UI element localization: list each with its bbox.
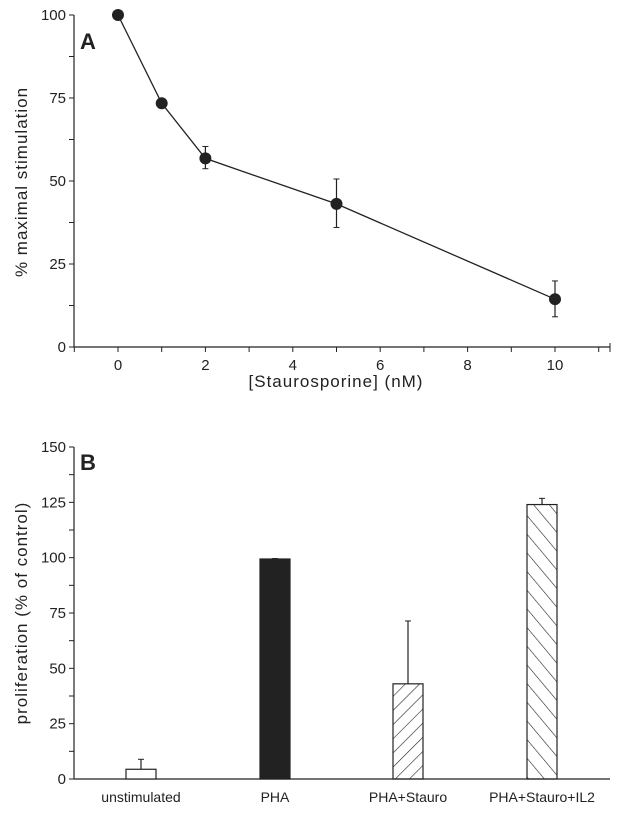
panel-a-x-tick-label: 10 bbox=[547, 357, 564, 374]
panel-b-category-label: PHA bbox=[261, 789, 290, 805]
panel-a-x-axis-title: [Staurosporine] (nM) bbox=[249, 372, 424, 391]
panel-a-y-tick-label: 25 bbox=[49, 256, 66, 273]
panel-b-y-tick-label: 50 bbox=[49, 660, 66, 677]
panel-b-y-tick-label: 0 bbox=[58, 771, 66, 788]
panel-b-bar-unstimulated bbox=[125, 768, 157, 780]
panel-a-y-tick-label: 50 bbox=[49, 173, 66, 190]
panel-b-y-axis-title: proliferation (% of control) bbox=[12, 502, 31, 725]
panel-b-category-label: PHA+Stauro bbox=[369, 789, 447, 805]
panel-a-x-tick-label: 8 bbox=[463, 357, 471, 374]
panel-b-category-label: PHA+Stauro+IL2 bbox=[489, 789, 595, 805]
panel-a-y-tick-label: 0 bbox=[58, 339, 66, 356]
panel-a-y-tick-label: 75 bbox=[49, 90, 66, 107]
panel-a-x-tick-label: 4 bbox=[289, 357, 297, 374]
panel-a-y-axis-title: % maximal stimulation bbox=[12, 87, 31, 277]
panel-b-bar-pha-stauro-il2 bbox=[526, 503, 558, 780]
panel-b-y-tick-label: 75 bbox=[49, 605, 66, 622]
panel-b-y-tick-label: 150 bbox=[41, 439, 66, 456]
panel-b-bar-pha-stauro bbox=[392, 683, 424, 780]
panel-a-data-point bbox=[330, 197, 343, 210]
panel-a-x-tick-label: 0 bbox=[114, 357, 122, 374]
panel-a-series-line bbox=[117, 14, 556, 300]
panel-a-data-point bbox=[112, 9, 124, 21]
panel-b-bar-pha bbox=[259, 558, 291, 780]
panel-a-y-tick-label: 100 bbox=[41, 7, 66, 24]
panel-a-label: A bbox=[80, 29, 96, 54]
panel-a-data-point bbox=[199, 152, 212, 165]
panel-a-x-tick-label: 6 bbox=[376, 357, 384, 374]
panel-b-category-label: unstimulated bbox=[101, 789, 180, 805]
panel-a-x-tick-label: 2 bbox=[201, 357, 209, 374]
panel-a: A % maximal stimulation [Staurosporine] … bbox=[12, 7, 611, 391]
panel-a-data-point bbox=[549, 293, 561, 306]
panel-b-y-tick-label: 125 bbox=[41, 494, 66, 511]
panel-a-data-point bbox=[155, 97, 168, 110]
panel-b-label: B bbox=[80, 450, 96, 475]
panel-b-y-tick-label: 25 bbox=[49, 716, 66, 733]
panel-b-y-tick-label: 100 bbox=[41, 550, 66, 567]
panel-b: B proliferation (% of control) 0 25 50 75 10… bbox=[12, 439, 610, 805]
